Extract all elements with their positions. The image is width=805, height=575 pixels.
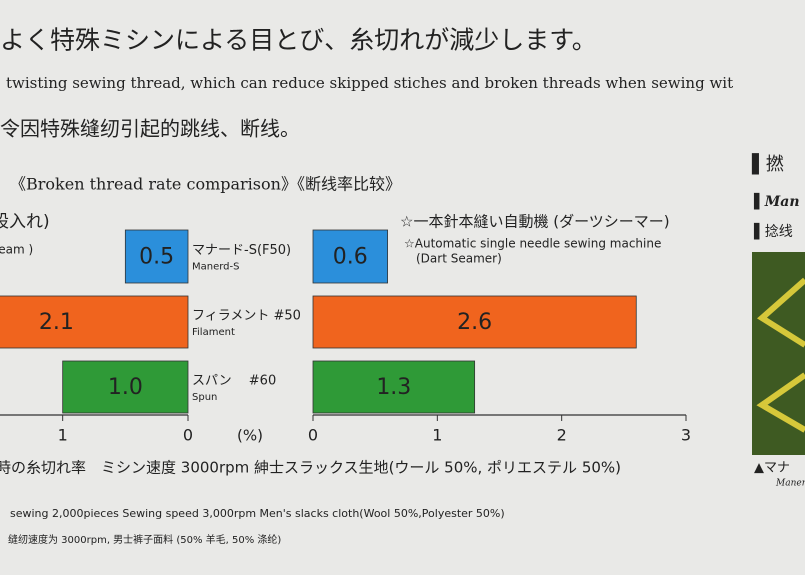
photo-thread bbox=[756, 372, 805, 433]
category-label: フィラメント #50 bbox=[192, 309, 301, 324]
bar bbox=[62, 360, 189, 414]
category-sublabel: Filament bbox=[192, 327, 235, 338]
footnote: 時の糸切れ率 ミシン速度 3000rpm 紳士スラックス生地(ウール 50%, … bbox=[0, 459, 621, 477]
x-tick-label: 1 bbox=[58, 426, 68, 445]
side-line: ▌Man bbox=[753, 192, 800, 210]
header-zh: 令因特殊缝纫引起的跳线、断线。 bbox=[0, 117, 300, 141]
x-tick-label: 2 bbox=[557, 426, 567, 445]
side-line: ▌捻线 bbox=[753, 222, 793, 240]
value-label: 2.1 bbox=[39, 310, 74, 335]
right-subtitle: (Dart Seamer) bbox=[416, 252, 502, 266]
value-label: 2.6 bbox=[457, 310, 492, 335]
section-title: 《Broken thread rate comparison》《断线率比较》 bbox=[10, 175, 401, 194]
bar bbox=[312, 360, 476, 414]
left-title: 股入れ) bbox=[0, 212, 50, 232]
x-tick-label: 0 bbox=[183, 426, 193, 445]
footnote: 缝纫速度为 3000rpm, 男士裤子面料 (50% 羊毛, 50% 涤纶) bbox=[8, 533, 281, 546]
x-tick-label: 1 bbox=[432, 426, 442, 445]
photo-thread bbox=[757, 277, 805, 348]
header-ja: よく特殊ミシンによる目とび、糸切れが減少します。 bbox=[0, 26, 597, 55]
category-sublabel: Spun bbox=[192, 392, 217, 403]
x-tick-label: 3 bbox=[681, 426, 691, 445]
category-label: スパン #60 bbox=[192, 374, 276, 389]
value-label: 0.5 bbox=[139, 245, 174, 270]
value-label: 1.3 bbox=[376, 375, 411, 400]
side-caption: ▲マナ bbox=[754, 461, 790, 476]
bar bbox=[312, 229, 388, 284]
right-title: ☆一本針本縫い自動機 (ダーツシーマー) bbox=[400, 213, 670, 231]
side-title: ▌撚 bbox=[751, 153, 784, 175]
side-caption: Manerd bbox=[775, 479, 805, 489]
category-sublabel: Manerd-S bbox=[192, 262, 240, 273]
category-label: マナード-S(F50) bbox=[192, 243, 291, 258]
bar bbox=[312, 295, 637, 349]
bar bbox=[0, 295, 189, 349]
value-label: 1.0 bbox=[108, 375, 143, 400]
left-subtitle: seam ) bbox=[0, 243, 33, 257]
right-subtitle: ☆Automatic single needle sewing machine bbox=[404, 237, 661, 251]
header-en: twisting sewing thread, which can reduce… bbox=[6, 74, 733, 92]
bar bbox=[124, 229, 189, 284]
x-tick-label: 0 bbox=[308, 426, 318, 445]
footnote: sewing 2,000pieces Sewing speed 3,000rpm… bbox=[10, 507, 505, 520]
value-label: 0.6 bbox=[333, 245, 368, 270]
x-axis-unit: (%) bbox=[237, 427, 263, 445]
